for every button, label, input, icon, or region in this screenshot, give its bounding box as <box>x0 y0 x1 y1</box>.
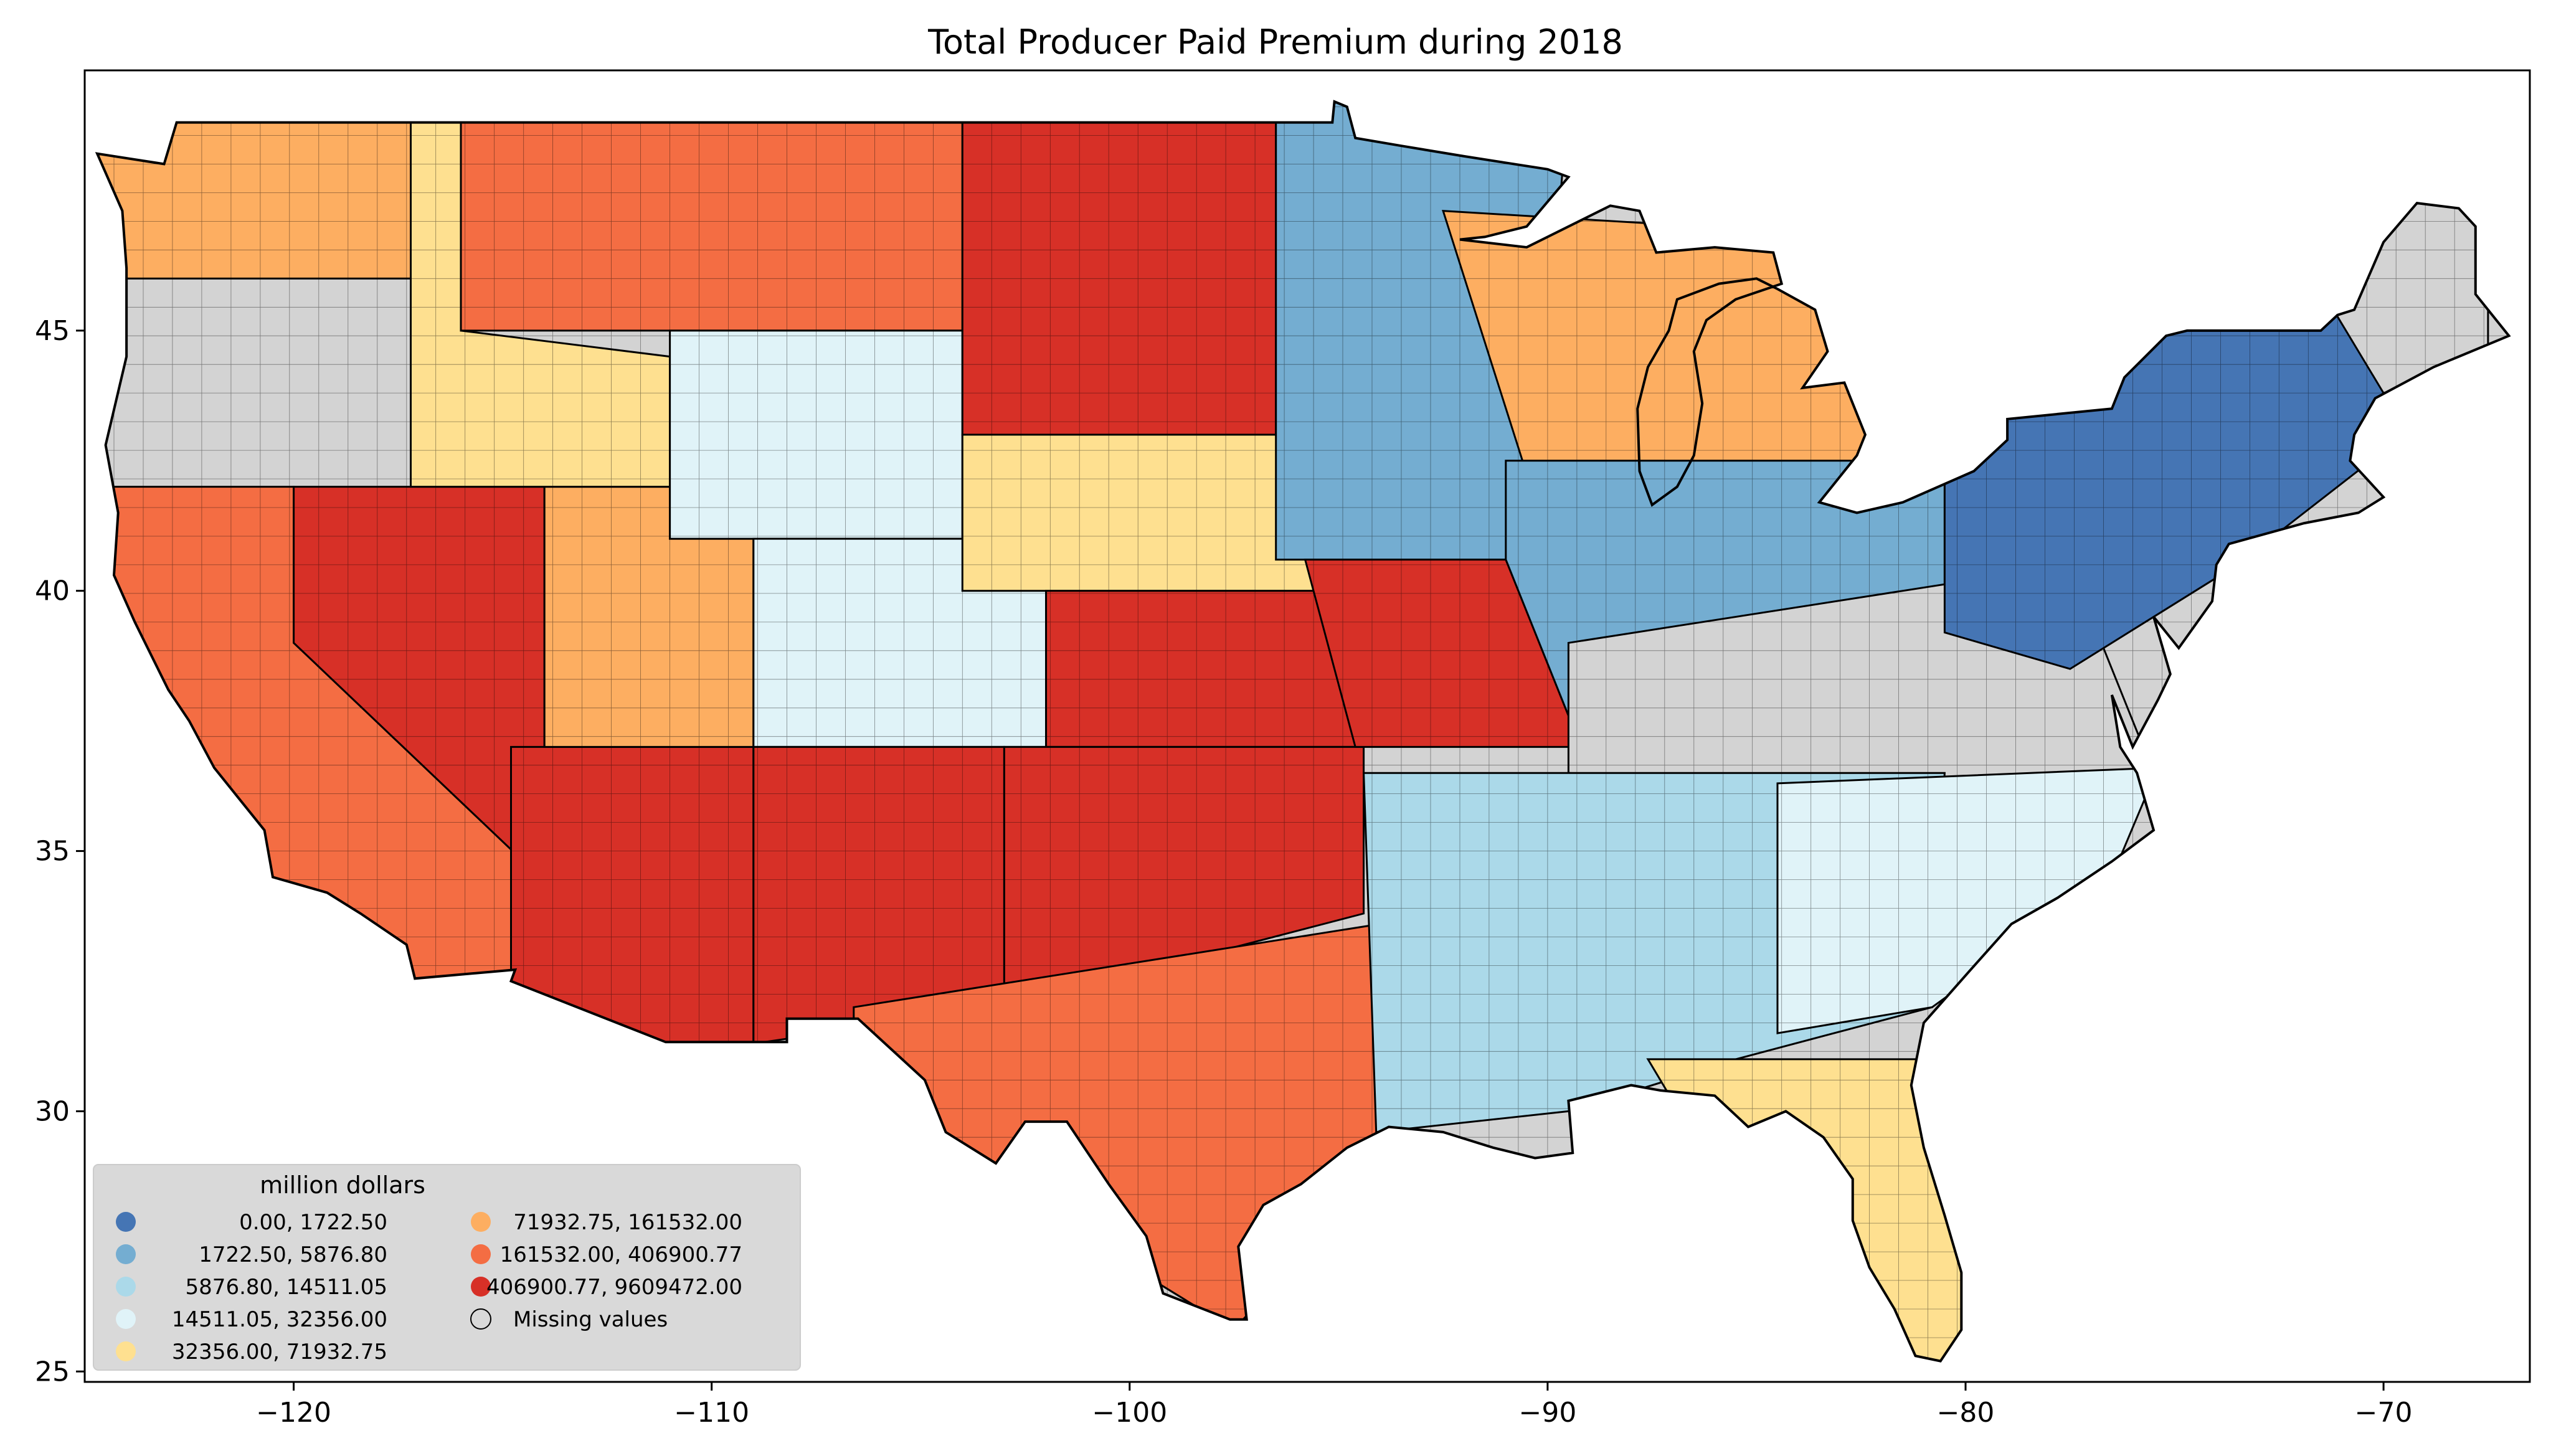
chart-title: Total Producer Paid Premium during 2018 <box>928 22 1623 62</box>
legend: million dollars 0.00, 1722.50 1722.50, 587… <box>93 1164 801 1371</box>
region-southeast-atlantic <box>1776 767 2159 1034</box>
axis-ticks: −120 −110 −100 −90 −80 −70 25 30 35 40 45 <box>35 315 2413 1429</box>
legend-marker <box>471 1277 491 1297</box>
x-tick-label: −100 <box>1092 1397 1167 1429</box>
legend-label: 0.00, 1722.50 <box>239 1210 387 1235</box>
legend-marker <box>116 1244 136 1264</box>
legend-label: 5876.80, 14511.05 <box>186 1275 387 1300</box>
y-tick-label: 40 <box>35 575 70 607</box>
legend-marker <box>116 1212 136 1232</box>
region-kansas <box>1045 590 1356 748</box>
legend-title: million dollars <box>260 1171 425 1199</box>
legend-marker <box>471 1244 491 1264</box>
legend-marker <box>116 1341 136 1361</box>
legend-label: 406900.77, 9609472.00 <box>486 1275 742 1300</box>
legend-marker <box>471 1212 491 1232</box>
legend-label: 32356.00, 71932.75 <box>172 1340 387 1364</box>
x-tick-label: −110 <box>674 1397 749 1429</box>
us-outline <box>95 100 2511 1363</box>
legend-box <box>93 1164 801 1371</box>
region-florida <box>1646 1058 1967 1361</box>
axes-frame <box>83 69 2531 1383</box>
region-pacific-northwest <box>97 102 425 280</box>
legend-marker <box>470 1308 491 1330</box>
region-montana <box>460 121 963 332</box>
legend-marker <box>116 1309 136 1329</box>
legend-marker <box>116 1277 136 1297</box>
legend-label: 14511.05, 32356.00 <box>172 1307 387 1332</box>
x-tick-label: −90 <box>1518 1397 1576 1429</box>
x-tick-label: −70 <box>2355 1397 2413 1429</box>
y-tick-label: 25 <box>35 1356 70 1387</box>
map-layer <box>95 100 2511 1363</box>
legend-label: 71932.75, 161532.00 <box>513 1210 742 1235</box>
x-tick-label: −120 <box>256 1397 331 1429</box>
legend-label: 161532.00, 406900.77 <box>500 1242 742 1267</box>
y-tick-label: 30 <box>35 1095 70 1127</box>
legend-label: Missing values <box>513 1307 668 1332</box>
y-tick-label: 35 <box>35 836 70 867</box>
x-tick-label: −80 <box>1937 1397 1995 1429</box>
region-oklahoma-texas-panhandle <box>1003 745 1365 1009</box>
region-nebraska <box>961 433 1327 592</box>
legend-label: 1722.50, 5876.80 <box>199 1242 387 1267</box>
region-arizona <box>510 745 755 1045</box>
y-tick-label: 45 <box>35 315 70 347</box>
